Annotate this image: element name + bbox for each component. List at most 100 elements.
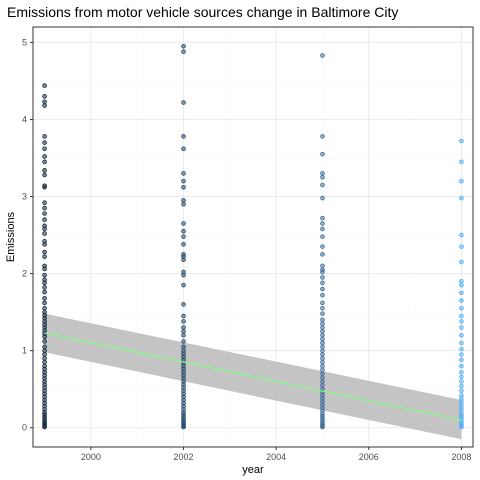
y-tick-label: 1: [22, 346, 27, 356]
data-point: [42, 94, 47, 99]
panel-border: [32, 26, 474, 448]
data-point: [181, 424, 186, 430]
data-point: [459, 332, 464, 338]
data-point: [459, 346, 464, 352]
chart-title: Emissions from motor vehicle sources cha…: [7, 4, 398, 20]
x-tick-label: 2008: [451, 452, 471, 462]
data-point: [459, 178, 464, 184]
data-point: [42, 217, 47, 222]
data-point: [42, 334, 47, 340]
data-point: [459, 138, 464, 144]
x-tick-label: 2002: [174, 452, 194, 462]
data-point: [320, 263, 325, 269]
data-point: [181, 282, 186, 288]
data-point: [320, 383, 325, 388]
data-point: [320, 348, 325, 353]
data-point: [320, 300, 325, 306]
data-point: [459, 352, 464, 357]
y-axis-title: Emissions: [5, 211, 17, 262]
data-point: [459, 363, 464, 369]
data-point: [181, 201, 186, 207]
data-point: [320, 226, 325, 232]
data-point: [42, 99, 47, 105]
data-point: [320, 234, 325, 239]
data-point: [320, 371, 325, 377]
data-point: [320, 292, 325, 298]
y-tick-label: 3: [22, 192, 27, 202]
data-point: [42, 359, 47, 365]
data-point: [42, 295, 47, 301]
data-point: [42, 134, 47, 139]
data-point: [181, 325, 186, 330]
data-point: [320, 379, 325, 384]
data-point: [42, 305, 47, 311]
data-point: [320, 275, 325, 280]
data-point: [320, 244, 325, 249]
data-point: [42, 168, 47, 173]
data-point: [181, 146, 186, 152]
data-point: [459, 369, 464, 375]
data-point: [181, 171, 186, 176]
data-point: [320, 363, 325, 369]
data-point: [181, 313, 186, 319]
data-point: [459, 388, 464, 394]
data-point: [42, 211, 47, 216]
data-point: [320, 280, 325, 286]
data-point: [42, 226, 47, 232]
data-point: [42, 344, 47, 350]
data-point: [42, 424, 47, 430]
data-point: [181, 228, 186, 234]
x-axis-title: year: [242, 464, 264, 476]
data-point: [459, 357, 464, 363]
data-point: [181, 332, 186, 338]
data-point: [320, 252, 325, 257]
data-point: [181, 43, 186, 49]
data-point: [459, 282, 464, 288]
data-point: [320, 424, 325, 430]
data-point: [320, 286, 325, 292]
data-point: [181, 344, 186, 350]
data-point: [459, 290, 464, 296]
data-point: [42, 339, 47, 344]
data-point: [181, 242, 186, 247]
data-point: [181, 178, 186, 184]
y-tick-label: 2: [22, 269, 27, 279]
data-point: [181, 329, 186, 334]
data-point: [42, 285, 47, 290]
data-point: [320, 134, 325, 139]
data-point: [320, 359, 325, 365]
data-point: [42, 103, 47, 108]
data-point: [320, 221, 325, 226]
data-point: [42, 266, 47, 272]
data-point: [320, 151, 325, 157]
data-point: [320, 344, 325, 350]
data-point: [320, 174, 325, 180]
data-point: [459, 244, 464, 249]
data-point: [320, 53, 325, 58]
data-point: [181, 134, 186, 139]
x-tick-label: 2006: [359, 452, 379, 462]
data-point: [320, 195, 325, 201]
data-point: [42, 352, 47, 357]
data-point: [42, 280, 47, 286]
data-point: [459, 313, 464, 319]
data-point: [320, 182, 325, 188]
data-point: [181, 184, 186, 190]
data-point: [459, 319, 464, 324]
data-point: [459, 195, 464, 201]
x-axis-ticks: 2000 2002 2004 2006 2008: [81, 447, 471, 462]
y-tick-label: 4: [22, 114, 27, 124]
data-point: [320, 215, 325, 221]
data-point: [42, 140, 47, 145]
data-point: [320, 325, 325, 330]
data-point: [320, 336, 325, 342]
data-point: [181, 302, 186, 307]
data-point: [42, 146, 47, 152]
data-point: [459, 325, 464, 330]
data-point: [181, 221, 186, 226]
data-point: [42, 154, 47, 159]
data-point: [320, 329, 325, 334]
data-point: [42, 254, 47, 259]
data-point: [42, 83, 47, 88]
